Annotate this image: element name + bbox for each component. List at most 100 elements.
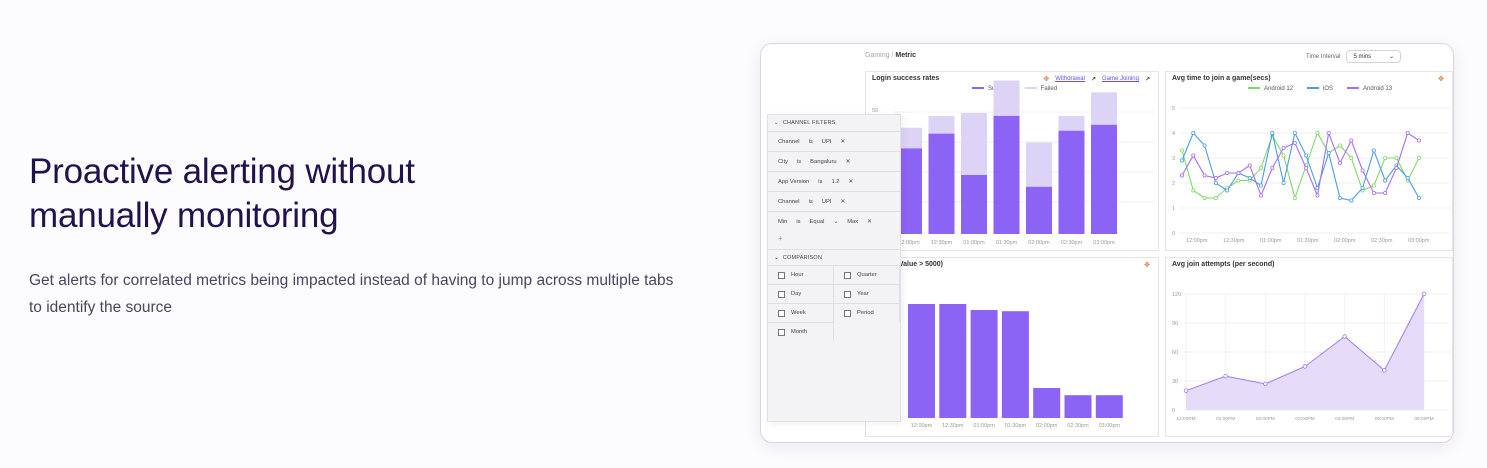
comparison-option[interactable]: Month: [768, 322, 834, 341]
filter-row[interactable]: Channel is UPI ✕: [768, 191, 900, 211]
filter-value[interactable]: Equal: [809, 218, 825, 225]
filters-panel: ⌄ CHANNEL FILTERS Channel is UPI ✕ City is Bang…: [767, 114, 901, 422]
data-point: [1342, 334, 1347, 339]
bar: [1001, 311, 1029, 418]
data-point: [1292, 196, 1297, 201]
bar-success: [993, 115, 1020, 234]
x-tick-label: 12:00PM: [1176, 416, 1195, 422]
comparison-option[interactable]: Week: [768, 303, 834, 322]
filter-row[interactable]: Min is Equal ⌄ Max ✕: [768, 211, 900, 231]
filter-value[interactable]: 1.2: [831, 178, 840, 185]
time-interval-label: Time Interval: [1306, 53, 1341, 60]
data-point: [1337, 161, 1342, 166]
x-tick-label: 02:00pm: [1036, 423, 1058, 429]
y-tick-label: 1: [1172, 206, 1175, 212]
close-icon[interactable]: ✕: [840, 138, 846, 145]
breadcrumb-parent[interactable]: Gaming: [865, 52, 890, 59]
filter-field[interactable]: City: [778, 158, 788, 165]
x-tick-label: 01:00pm: [973, 423, 995, 429]
external-link-icon[interactable]: ↗: [1144, 76, 1150, 83]
bar-success: [1026, 186, 1052, 234]
filter-row[interactable]: City is Bangaluru ✕: [768, 151, 900, 171]
data-point: [1263, 381, 1268, 387]
filter-value-max[interactable]: Max: [847, 218, 859, 225]
panel-actions: ✥: [1438, 75, 1444, 83]
time-interval-select[interactable]: 5 mins ⌄: [1346, 50, 1402, 63]
data-point: [1191, 153, 1196, 158]
x-tick-label: 06:00PM: [1414, 416, 1433, 422]
drag-handle-icon[interactable]: ✥: [1043, 76, 1050, 83]
external-link-icon[interactable]: ↗: [1090, 76, 1096, 83]
filter-operator[interactable]: is: [818, 178, 823, 185]
avg-join-attempts-chart: 0 30 60 90 120 12:00PM 01:00PM 02:00PM 03:00PM 04…: [1172, 291, 1450, 422]
x-tick-label: 02:30pm: [1061, 240, 1083, 246]
x-tick-label: 01:00pm: [963, 240, 985, 246]
comparison-option[interactable]: Day: [768, 284, 834, 303]
add-filter-button[interactable]: +: [778, 234, 783, 243]
data-point: [1292, 131, 1297, 136]
filter-operator[interactable]: is: [796, 158, 802, 165]
data-point: [1225, 188, 1230, 193]
chevron-down-icon[interactable]: ⌄: [833, 218, 839, 225]
y-tick-label: 90: [1172, 321, 1178, 327]
channel-filters-header[interactable]: ⌄ CHANNEL FILTERS: [774, 120, 836, 126]
game-joining-link[interactable]: Game Joining: [1101, 76, 1139, 82]
close-icon[interactable]: ✕: [867, 218, 873, 225]
filter-row[interactable]: Channel is UPI ✕: [768, 131, 900, 151]
comparison-header[interactable]: ⌄ COMPARISON: [768, 249, 900, 265]
filter-value[interactable]: Bangaluru: [810, 158, 837, 165]
x-tick-label: 03:00pm: [1408, 238, 1430, 244]
checkbox[interactable]: [844, 290, 851, 298]
data-point: [1405, 176, 1410, 181]
panel-title: Avg join attempts (per second): [1172, 261, 1275, 268]
y-tick-label: 30: [1172, 379, 1178, 385]
data-point: [1183, 388, 1189, 393]
login-success-chart: 50 12:00pm 12:30pm 01:00pm 01:30pm 02:00pm 02:…: [872, 80, 1154, 246]
drag-handle-icon[interactable]: ✥: [1144, 262, 1150, 269]
dashboard-screenshot: Gaming / Metric Time Interval 5 mins ⌄ Lo…: [760, 43, 1454, 443]
bar-success: [1091, 124, 1117, 234]
filter-operator[interactable]: is: [796, 218, 801, 225]
close-icon[interactable]: ✕: [840, 198, 846, 205]
checkbox[interactable]: [844, 271, 851, 279]
filter-operator[interactable]: is: [808, 138, 813, 145]
panel-failures: ailures (Value > 5000) ✥ 12:00pm 12:30pm 0…: [865, 257, 1159, 437]
comparison-option[interactable]: Period: [834, 303, 900, 322]
data-point: [1405, 131, 1410, 136]
data-point: [1349, 198, 1354, 203]
filter-value[interactable]: UPI: [821, 138, 832, 145]
comparison-option[interactable]: Quarter: [834, 265, 900, 284]
comparison-option[interactable]: Hour: [768, 265, 834, 284]
close-icon[interactable]: ✕: [845, 158, 851, 165]
close-icon[interactable]: ✕: [848, 178, 854, 185]
filter-row[interactable]: App Version is 1.2 ✕: [768, 171, 900, 191]
data-point: [1371, 148, 1376, 153]
filter-field[interactable]: Channel: [778, 198, 800, 205]
y-tick-label: 0: [1172, 408, 1175, 414]
time-interval-value: 5 mins: [1353, 53, 1372, 60]
filter-field[interactable]: Channel: [778, 138, 800, 145]
checkbox[interactable]: [778, 309, 785, 317]
filter-operator[interactable]: is: [808, 198, 813, 205]
data-point: [1416, 196, 1421, 201]
filter-field[interactable]: Min: [778, 218, 788, 225]
bar-failed: [896, 127, 922, 149]
x-tick-label: 01:00PM: [1216, 416, 1235, 422]
data-point: [1202, 173, 1207, 178]
checkbox[interactable]: [778, 328, 785, 336]
comparison-label: Period: [857, 310, 874, 316]
comparison-option[interactable]: Year: [834, 284, 900, 303]
checkbox[interactable]: [844, 309, 851, 317]
legend: Android 12 iOS Android 13: [1248, 86, 1392, 92]
checkbox[interactable]: [778, 290, 785, 298]
series-line: [1181, 131, 1420, 200]
breadcrumb-current: Metric: [895, 52, 916, 59]
bar-success: [961, 174, 987, 234]
drag-handle-icon[interactable]: ✥: [1438, 76, 1444, 83]
withdrawal-link[interactable]: Withdrawal: [1055, 76, 1085, 82]
filter-field[interactable]: App Version: [778, 178, 810, 185]
legend-android12: Android 12: [1248, 86, 1293, 92]
data-point: [1270, 166, 1275, 171]
filter-value[interactable]: UPI: [821, 198, 832, 205]
checkbox[interactable]: [778, 271, 785, 279]
